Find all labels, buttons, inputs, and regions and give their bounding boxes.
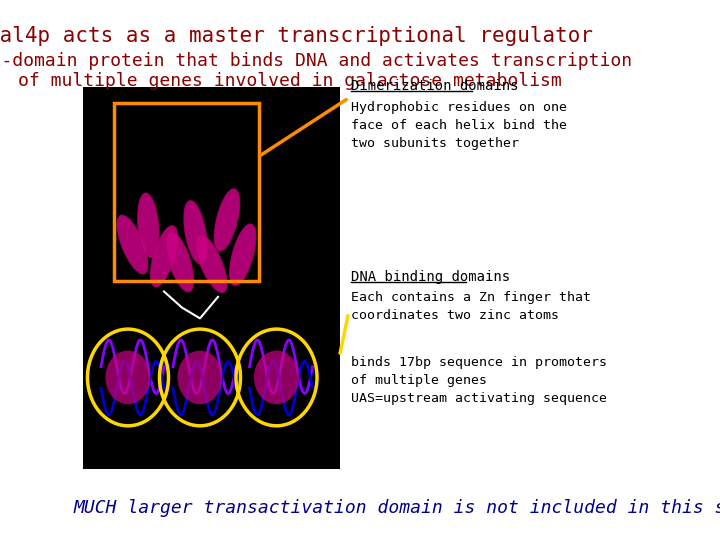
Bar (83, 87, 340, 469)
Ellipse shape (184, 201, 207, 264)
Ellipse shape (150, 226, 177, 287)
Ellipse shape (215, 189, 240, 251)
Text: Each contains a Zn finger that
coordinates two zinc atoms: Each contains a Zn finger that coordinat… (351, 292, 591, 322)
Bar (114, 104, 258, 281)
Circle shape (254, 350, 299, 404)
Text: MUCH larger transactivation domain is not included in this structure!: MUCH larger transactivation domain is no… (74, 499, 720, 517)
Text: Gal4p acts as a master transcriptional regulator: Gal4p acts as a master transcriptional r… (0, 25, 593, 45)
Ellipse shape (196, 234, 227, 293)
Circle shape (105, 350, 150, 404)
Ellipse shape (166, 231, 194, 292)
Text: Dimerization domains: Dimerization domains (351, 79, 518, 93)
Ellipse shape (117, 215, 148, 274)
Ellipse shape (138, 193, 158, 258)
Text: binds 17bp sequence in promoters
of multiple genes
UAS=upstream activating seque: binds 17bp sequence in promoters of mult… (351, 356, 607, 405)
Ellipse shape (230, 224, 256, 286)
Text: Multi-domain protein that binds DNA and activates transcription: Multi-domain protein that binds DNA and … (0, 52, 633, 70)
Text: Hydrophobic residues on one
face of each helix bind the
two subunits together: Hydrophobic residues on one face of each… (351, 101, 567, 150)
Text: of multiple genes involved in galactose metabolism: of multiple genes involved in galactose … (18, 72, 562, 90)
Text: DNA binding domains: DNA binding domains (351, 270, 510, 284)
Circle shape (178, 350, 222, 404)
